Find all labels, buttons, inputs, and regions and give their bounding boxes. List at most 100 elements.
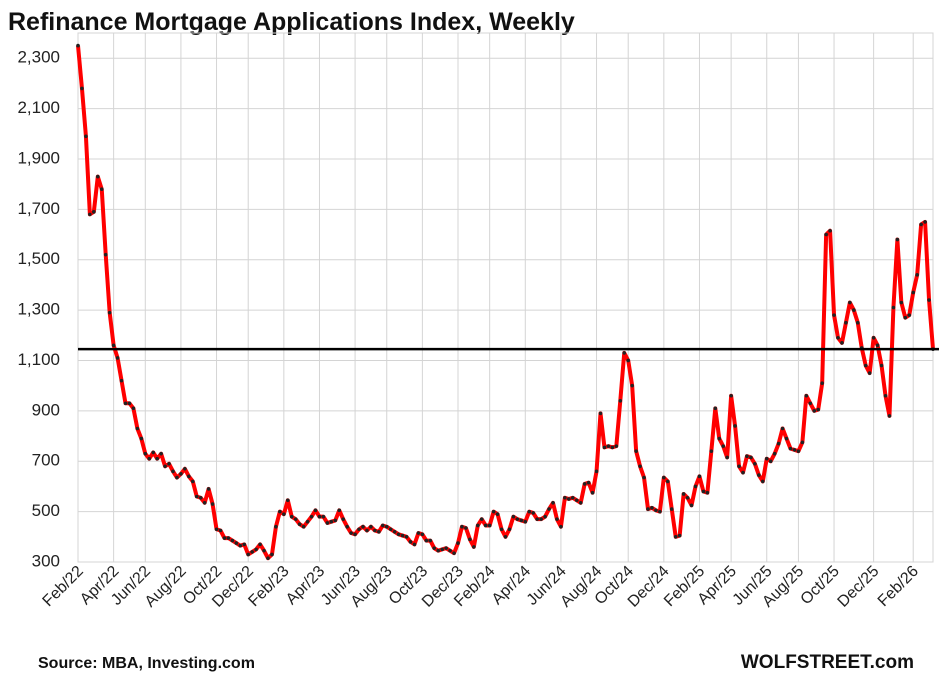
y-tick-label: 1,300 bbox=[17, 300, 60, 319]
data-point bbox=[147, 456, 152, 461]
data-point bbox=[578, 501, 583, 505]
watermark: WOLFSTREET.com bbox=[741, 652, 914, 673]
data-point bbox=[479, 517, 484, 521]
data-point bbox=[570, 495, 575, 500]
data-point bbox=[681, 492, 686, 496]
data-point bbox=[543, 514, 547, 519]
data-point bbox=[899, 300, 904, 305]
data-point bbox=[662, 475, 666, 480]
data-point bbox=[472, 545, 476, 549]
data-point bbox=[915, 273, 919, 277]
data-point bbox=[903, 315, 908, 320]
data-point bbox=[895, 237, 900, 242]
data-point bbox=[855, 320, 860, 325]
data-point bbox=[816, 407, 821, 412]
data-point bbox=[689, 503, 694, 508]
data-point bbox=[820, 381, 824, 385]
data-point bbox=[638, 464, 642, 469]
data-point bbox=[879, 363, 884, 368]
data-point bbox=[329, 519, 334, 524]
data-point bbox=[404, 535, 409, 539]
data-point bbox=[729, 393, 733, 398]
data-point bbox=[780, 426, 785, 431]
data-point bbox=[828, 228, 832, 233]
data-point bbox=[507, 527, 512, 532]
data-point bbox=[559, 524, 563, 529]
data-point bbox=[353, 532, 357, 537]
plot-frame bbox=[77, 32, 934, 563]
data-point bbox=[871, 336, 876, 340]
data-point bbox=[428, 538, 433, 543]
data-point bbox=[254, 547, 258, 552]
data-point bbox=[883, 393, 888, 398]
data-point bbox=[693, 484, 698, 489]
data-point bbox=[721, 444, 726, 448]
data-point bbox=[80, 86, 84, 91]
data-point bbox=[384, 524, 389, 529]
data-point bbox=[586, 480, 591, 485]
data-point bbox=[436, 548, 441, 553]
data-point bbox=[412, 542, 417, 547]
data-point bbox=[555, 517, 559, 521]
data-point bbox=[800, 440, 805, 445]
data-point bbox=[705, 490, 710, 495]
data-point bbox=[503, 535, 508, 539]
data-point bbox=[337, 508, 342, 513]
data-point bbox=[392, 529, 397, 534]
chart-title: Refinance Mortgage Applications Index, W… bbox=[8, 8, 575, 36]
data-point bbox=[345, 524, 349, 529]
data-point bbox=[646, 507, 650, 511]
data-point bbox=[840, 341, 844, 345]
data-point bbox=[927, 298, 931, 302]
data-point bbox=[784, 436, 789, 441]
y-tick-label: 1,100 bbox=[17, 350, 60, 369]
data-point bbox=[143, 451, 148, 456]
data-point bbox=[764, 456, 769, 461]
data-point bbox=[151, 450, 156, 455]
data-point bbox=[202, 501, 207, 505]
data-point bbox=[95, 174, 100, 179]
data-point bbox=[297, 522, 302, 527]
data-point bbox=[792, 448, 797, 452]
data-point bbox=[234, 541, 239, 545]
data-point bbox=[701, 489, 706, 494]
data-point bbox=[194, 494, 199, 499]
data-point bbox=[487, 523, 492, 528]
data-point bbox=[369, 524, 373, 529]
data-point bbox=[76, 43, 80, 48]
data-point bbox=[167, 461, 171, 466]
data-point bbox=[373, 528, 377, 533]
data-point bbox=[242, 542, 247, 547]
data-point bbox=[365, 528, 369, 533]
data-point bbox=[432, 546, 437, 550]
y-tick-label: 2,300 bbox=[17, 48, 60, 67]
data-point bbox=[396, 532, 401, 537]
data-point bbox=[341, 517, 346, 521]
data-point bbox=[618, 398, 623, 403]
data-point bbox=[634, 449, 638, 453]
data-point bbox=[226, 536, 231, 540]
data-point bbox=[214, 527, 219, 532]
y-tick-label: 1,500 bbox=[17, 249, 60, 268]
data-point bbox=[230, 538, 235, 543]
data-point bbox=[270, 552, 274, 557]
data-point bbox=[863, 363, 868, 368]
data-point bbox=[483, 523, 488, 528]
data-point bbox=[832, 313, 836, 317]
data-point bbox=[848, 300, 852, 305]
data-point bbox=[602, 445, 607, 450]
data-point bbox=[804, 393, 809, 398]
data-point bbox=[183, 466, 187, 471]
data-point bbox=[460, 524, 464, 529]
data-point bbox=[745, 454, 749, 459]
data-point bbox=[772, 451, 777, 456]
data-point bbox=[594, 469, 599, 474]
data-point bbox=[301, 524, 306, 529]
data-point bbox=[84, 134, 88, 139]
data-point bbox=[282, 512, 286, 516]
data-point bbox=[293, 517, 298, 521]
data-point bbox=[527, 509, 532, 514]
data-point bbox=[119, 378, 124, 383]
data-point bbox=[163, 464, 167, 469]
